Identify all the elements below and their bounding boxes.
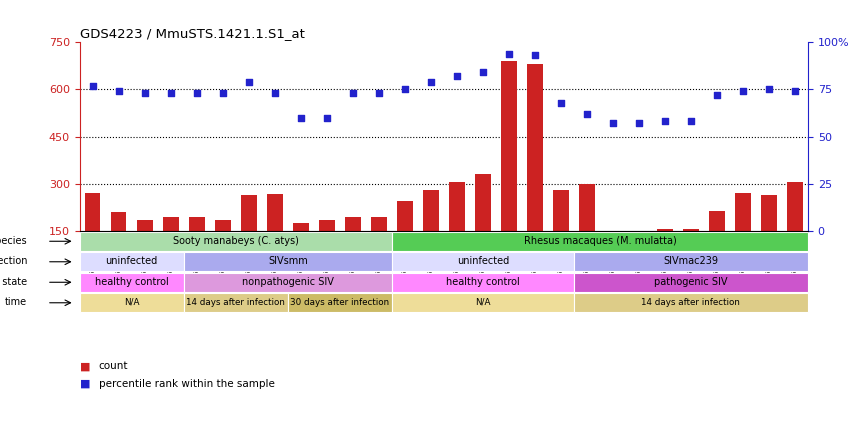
Bar	[761, 195, 777, 278]
Bar	[215, 220, 230, 278]
Bar	[111, 212, 126, 278]
Bar	[163, 217, 178, 278]
Point	[580, 111, 594, 118]
Text: disease state: disease state	[0, 277, 27, 287]
Text: count: count	[99, 361, 128, 371]
Point	[294, 114, 307, 121]
Bar	[527, 64, 543, 278]
Text: percentile rank within the sample: percentile rank within the sample	[99, 379, 275, 389]
FancyBboxPatch shape	[80, 232, 391, 251]
Text: ■: ■	[80, 361, 90, 371]
Text: infection: infection	[0, 256, 27, 266]
Point	[762, 86, 776, 93]
Text: N/A: N/A	[124, 298, 139, 307]
Text: time: time	[5, 297, 27, 307]
Bar	[189, 217, 204, 278]
Bar	[241, 195, 256, 278]
Bar	[709, 210, 725, 278]
Bar	[423, 190, 438, 278]
Point	[788, 88, 802, 95]
Text: healthy control: healthy control	[94, 277, 169, 287]
Bar	[787, 182, 803, 278]
FancyBboxPatch shape	[80, 252, 184, 271]
Text: nonpathogenic SIV: nonpathogenic SIV	[242, 277, 333, 287]
Bar	[605, 237, 621, 278]
Bar	[319, 220, 334, 278]
Point	[268, 90, 281, 97]
Point	[320, 114, 333, 121]
Text: uninfected: uninfected	[106, 256, 158, 266]
Bar	[501, 61, 517, 278]
Point	[684, 118, 698, 125]
Bar	[371, 217, 386, 278]
Text: Sooty manabeys (C. atys): Sooty manabeys (C. atys)	[173, 236, 299, 246]
FancyBboxPatch shape	[391, 252, 574, 271]
Point	[138, 90, 152, 97]
Point	[346, 90, 359, 97]
Point	[710, 91, 724, 99]
Bar	[657, 230, 673, 278]
Point	[242, 78, 255, 85]
Point	[476, 69, 490, 76]
Point	[164, 90, 178, 97]
Bar	[475, 174, 491, 278]
FancyBboxPatch shape	[184, 293, 288, 313]
Point	[372, 90, 385, 97]
Text: GDS4223 / MmuSTS.1421.1.S1_at: GDS4223 / MmuSTS.1421.1.S1_at	[80, 27, 305, 40]
Bar	[553, 190, 569, 278]
Text: healthy control: healthy control	[446, 277, 520, 287]
Point	[658, 118, 672, 125]
FancyBboxPatch shape	[391, 273, 574, 292]
Text: 30 days after infection: 30 days after infection	[290, 298, 390, 307]
FancyBboxPatch shape	[574, 252, 808, 271]
FancyBboxPatch shape	[80, 273, 184, 292]
Point	[736, 88, 750, 95]
FancyBboxPatch shape	[574, 293, 808, 313]
Bar	[683, 230, 699, 278]
Point	[86, 82, 100, 89]
Text: SIVmac239: SIVmac239	[663, 256, 719, 266]
Point	[450, 73, 464, 80]
Point	[190, 90, 204, 97]
Text: Rhesus macaques (M. mulatta): Rhesus macaques (M. mulatta)	[524, 236, 676, 246]
FancyBboxPatch shape	[391, 293, 574, 313]
FancyBboxPatch shape	[184, 273, 391, 292]
Bar	[631, 233, 647, 278]
Point	[632, 120, 646, 127]
FancyBboxPatch shape	[184, 252, 391, 271]
Point	[554, 99, 568, 106]
FancyBboxPatch shape	[391, 232, 808, 251]
Point	[502, 50, 516, 57]
Bar	[85, 193, 100, 278]
FancyBboxPatch shape	[288, 293, 391, 313]
Point	[606, 120, 620, 127]
Point	[216, 90, 229, 97]
Text: ■: ■	[80, 379, 90, 389]
Bar	[579, 184, 595, 278]
FancyBboxPatch shape	[574, 273, 808, 292]
FancyBboxPatch shape	[80, 293, 184, 313]
Text: species: species	[0, 236, 27, 246]
Bar	[137, 220, 152, 278]
Point	[112, 88, 126, 95]
Point	[423, 78, 437, 85]
Text: 14 days after infection: 14 days after infection	[186, 298, 285, 307]
Text: pathogenic SIV: pathogenic SIV	[654, 277, 727, 287]
Text: SIVsmm: SIVsmm	[268, 256, 307, 266]
Bar	[293, 223, 308, 278]
Point	[528, 52, 542, 59]
Bar	[449, 182, 465, 278]
Point	[397, 86, 411, 93]
Bar	[267, 194, 282, 278]
Text: uninfected: uninfected	[456, 256, 509, 266]
Text: 14 days after infection: 14 days after infection	[642, 298, 740, 307]
Text: N/A: N/A	[475, 298, 491, 307]
Bar	[345, 217, 360, 278]
Bar	[397, 201, 412, 278]
Bar	[735, 193, 751, 278]
